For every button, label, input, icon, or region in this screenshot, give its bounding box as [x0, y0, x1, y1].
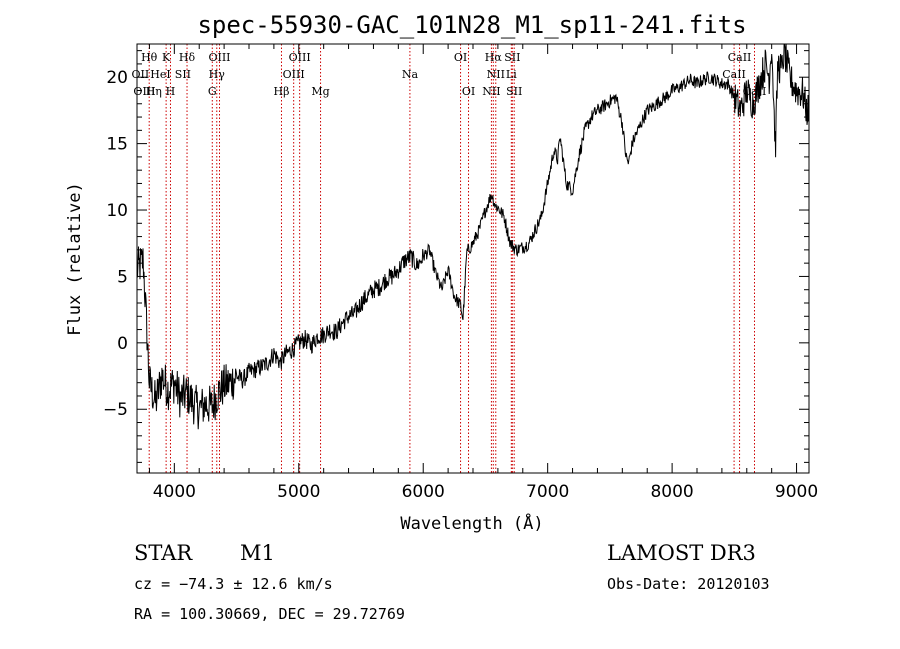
x-tick-label: 6000: [402, 482, 445, 502]
line-label: SII: [504, 51, 520, 64]
line-marker-group: [148, 44, 755, 473]
line-label: Hα: [485, 51, 503, 64]
object-class: STAR: [134, 541, 193, 565]
line-label: OIII: [283, 68, 305, 81]
line-label: Hθ: [141, 51, 158, 64]
line-label: OI: [454, 51, 467, 64]
y-tick-label: 15: [106, 135, 128, 155]
line-label: Hδ: [179, 51, 196, 64]
y-axis-ticks: −5 0 5 10 15 20: [103, 50, 809, 463]
line-label: Hβ: [274, 85, 290, 98]
line-label: OIII: [289, 51, 311, 64]
line-label: Na: [402, 68, 419, 81]
y-tick-label: 0: [117, 334, 128, 354]
line-label: OIII: [208, 51, 230, 64]
line-label: SII: [506, 85, 522, 98]
line-label: CaII: [728, 51, 752, 64]
coordinates-info: RA = 100.30669, DEC = 29.72769: [134, 605, 405, 623]
line-label: OII: [132, 68, 150, 81]
line-label: Hη: [146, 85, 162, 98]
x-tick-label: 8000: [650, 482, 693, 502]
line-label: CaII: [722, 68, 746, 81]
line-label: Hγ: [209, 68, 226, 81]
x-tick-label: 5000: [277, 482, 320, 502]
y-axis-label: Flux (relative): [65, 182, 85, 336]
line-label: Li: [506, 68, 517, 81]
y-tick-label: 20: [106, 68, 128, 88]
line-label: HeI: [150, 68, 170, 81]
chart-title: spec-55930-GAC_101N28_M1_sp11-241.fits: [197, 11, 746, 39]
line-label: G: [208, 85, 217, 98]
line-label: NII: [487, 68, 505, 81]
y-tick-label: 5: [117, 267, 128, 287]
line-label: SII: [175, 68, 191, 81]
line-label: OIII: [133, 85, 155, 98]
line-label: Mg: [311, 85, 329, 98]
observation-date: Obs-Date: 20120103: [607, 575, 770, 593]
line-label: K: [162, 51, 171, 64]
y-tick-label: 10: [106, 201, 128, 221]
x-axis-ticks: 4000 5000 6000 7000 8000 9000: [148, 44, 818, 502]
x-tick-label: 7000: [526, 482, 569, 502]
y-tick-label: −5: [103, 400, 128, 420]
line-label: OI: [462, 85, 475, 98]
spectrum-series-line: [136, 43, 810, 430]
redshift-info: cz = −74.3 ± 12.6 km/s: [134, 575, 333, 593]
x-axis-label: Wavelength (Å): [400, 512, 543, 534]
line-label: NII: [482, 85, 500, 98]
x-tick-label: 9000: [775, 482, 818, 502]
survey-name: LAMOST DR3: [607, 541, 756, 565]
line-label: H: [166, 85, 176, 98]
object-subclass: M1: [240, 541, 275, 565]
x-tick-label: 4000: [153, 482, 196, 502]
plot-frame: [136, 43, 810, 474]
